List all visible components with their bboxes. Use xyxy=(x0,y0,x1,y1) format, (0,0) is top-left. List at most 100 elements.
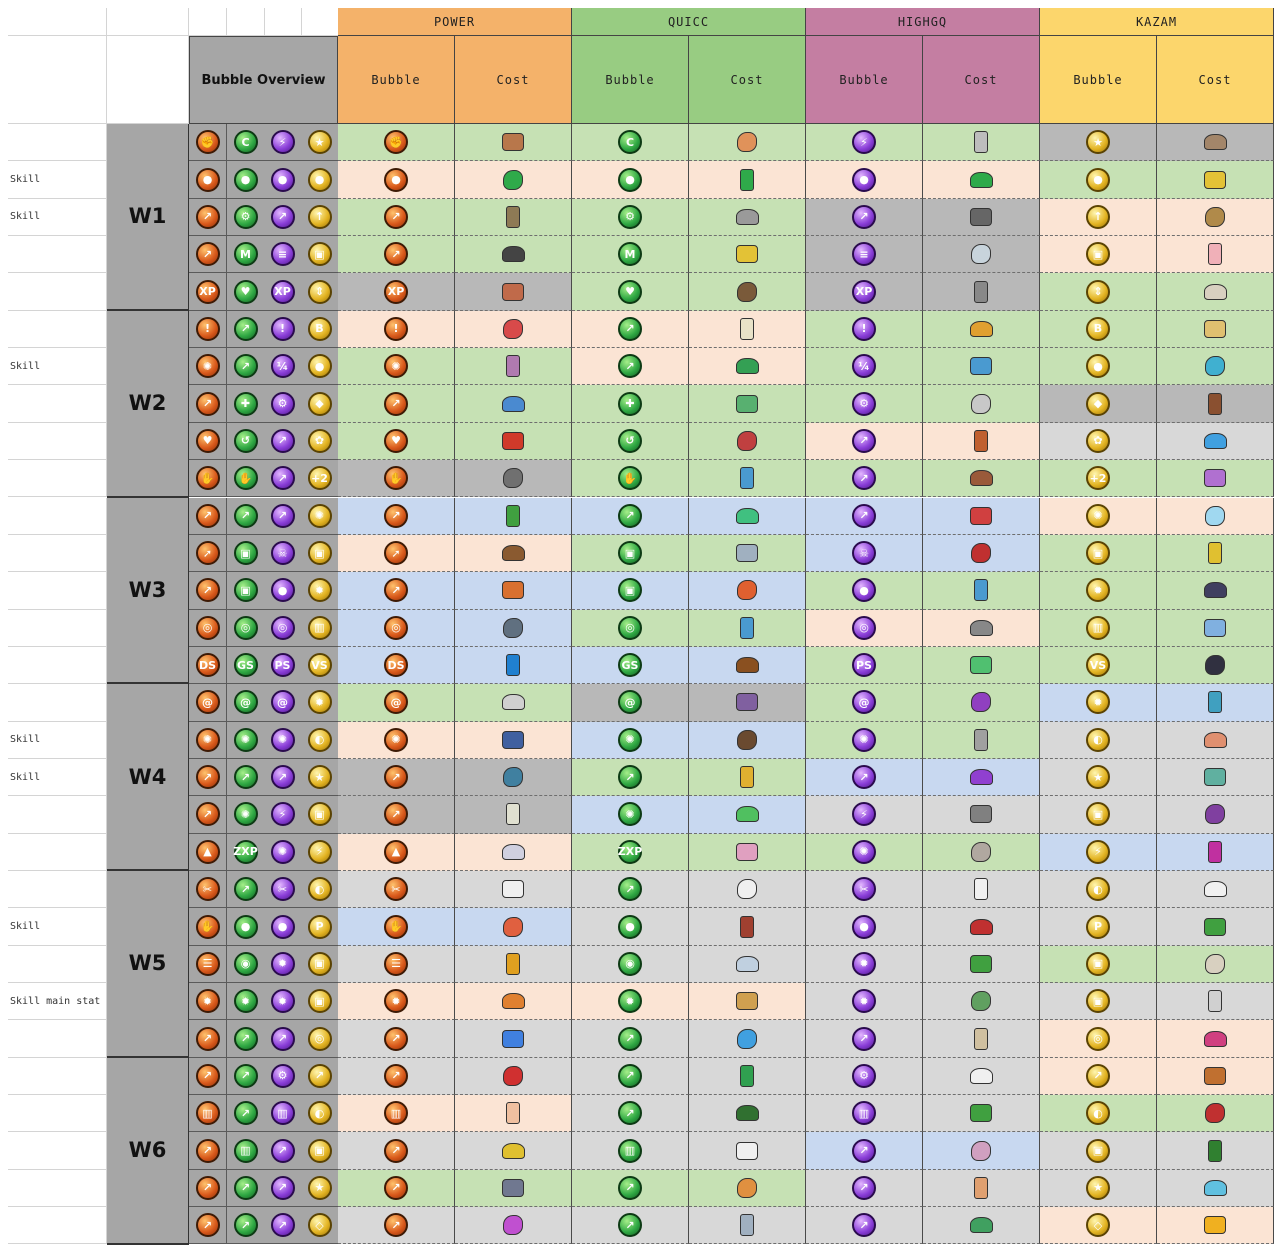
red-cone-icon xyxy=(970,506,992,525)
row-tag[interactable] xyxy=(8,422,107,461)
bubble-icon: @ xyxy=(384,690,408,715)
bubble-icon: ↗ xyxy=(233,765,258,790)
bubble-cell: ◇ xyxy=(1040,1207,1157,1245)
blank-cell[interactable] xyxy=(107,8,189,36)
bubble-icon: ● xyxy=(233,914,258,939)
row-tag[interactable] xyxy=(8,124,107,162)
bubble-cell: ◎ xyxy=(338,609,455,647)
bubble-column-header: Bubble xyxy=(572,36,689,124)
bubble-icon: P xyxy=(1086,914,1110,939)
cost-cell xyxy=(455,684,572,722)
bubble-icon: ◎ xyxy=(233,615,258,640)
bubble-icon: ● xyxy=(195,167,220,192)
row-tag[interactable]: Skill xyxy=(8,908,107,946)
bubble-icon: @ xyxy=(270,690,295,715)
row-tag[interactable] xyxy=(8,796,107,834)
overview-cell: ✂ xyxy=(189,871,227,909)
bubble-cell: ↗ xyxy=(806,422,923,461)
row-tag[interactable] xyxy=(8,1207,107,1245)
blank-cell[interactable] xyxy=(227,8,265,36)
row-tag[interactable] xyxy=(8,684,107,722)
row-tag[interactable]: Skill xyxy=(8,161,107,199)
blank-cell[interactable] xyxy=(301,8,339,36)
bubble-icon: ♥ xyxy=(384,428,408,453)
blank-cell[interactable] xyxy=(8,36,107,124)
bubble-cell: B xyxy=(1040,310,1157,349)
bubble-icon: ↗ xyxy=(270,1213,295,1238)
bubble-icon: ☰ xyxy=(384,951,408,976)
cost-cell xyxy=(455,198,572,237)
row-tag[interactable] xyxy=(8,1020,107,1058)
bubble-icon: ♥ xyxy=(618,279,642,304)
row-tag[interactable] xyxy=(8,236,107,274)
cost-cell xyxy=(1157,497,1274,535)
bubble-cell: ↗ xyxy=(806,758,923,797)
cost-cell xyxy=(689,721,806,759)
cost-cell xyxy=(923,273,1040,311)
row-tag[interactable] xyxy=(8,273,107,311)
bubble-cell: ! xyxy=(806,310,923,349)
bubble-icon: ◇ xyxy=(1086,1213,1110,1238)
cost-cell xyxy=(923,758,1040,797)
overview-cell: ↗ xyxy=(189,758,227,797)
green-ghost-icon xyxy=(970,656,992,675)
blank-cell[interactable] xyxy=(8,8,107,36)
row-tag[interactable]: Skill xyxy=(8,721,107,759)
row-tag[interactable] xyxy=(8,1057,107,1096)
row-tag[interactable] xyxy=(8,497,107,535)
cost-cell xyxy=(1157,161,1274,199)
row-tag[interactable] xyxy=(8,833,107,871)
bubble-icon: ✂ xyxy=(270,877,295,902)
cost-cell xyxy=(1157,684,1274,722)
bubble-cell: ✂ xyxy=(806,871,923,909)
bubble-icon: ⚡ xyxy=(852,802,876,827)
row-tag[interactable] xyxy=(8,1169,107,1208)
bubble-icon: ✺ xyxy=(270,839,295,864)
row-tag[interactable] xyxy=(8,871,107,909)
flower-icon xyxy=(970,357,992,376)
ladybug-icon xyxy=(1205,1103,1225,1124)
overview-cell: ↗ xyxy=(264,758,302,797)
blank-cell[interactable] xyxy=(264,8,302,36)
row-tag[interactable] xyxy=(8,945,107,984)
row-tag[interactable] xyxy=(8,1132,107,1170)
row-tag[interactable] xyxy=(8,310,107,349)
bubble-icon: ★ xyxy=(307,130,332,155)
cake-icon xyxy=(1208,243,1222,266)
green-slime-icon xyxy=(503,169,523,190)
bubble-cell: ▣ xyxy=(1040,1132,1157,1170)
row-tag[interactable]: Skill main stat xyxy=(8,983,107,1021)
row-tag[interactable] xyxy=(8,385,107,423)
row-tag[interactable] xyxy=(8,609,107,647)
square-chain-icon xyxy=(1203,881,1227,898)
row-tag[interactable]: Skill xyxy=(8,348,107,386)
row-tag[interactable] xyxy=(8,460,107,498)
overview-cell: ↗ xyxy=(189,1169,227,1208)
cost-cell xyxy=(455,1095,572,1133)
row-tag[interactable] xyxy=(8,534,107,573)
bubble-icon: ✺ xyxy=(384,354,408,379)
overview-cell: ▣ xyxy=(301,534,339,573)
row-tag[interactable] xyxy=(8,1095,107,1133)
overview-cell: GS xyxy=(227,646,265,685)
red-bird-icon xyxy=(969,918,993,935)
steak-icon xyxy=(974,429,988,452)
overview-cell: ⚙ xyxy=(227,198,265,237)
bubble-icon: ✹ xyxy=(195,989,220,1014)
bubble-cell: ⚡ xyxy=(806,124,923,162)
blank-cell[interactable] xyxy=(189,8,227,36)
blank-cell[interactable] xyxy=(107,36,189,124)
bubble-icon: ZXP xyxy=(233,839,258,864)
bubble-overview-title: Bubble Overview xyxy=(189,36,338,124)
bubble-cell: ● xyxy=(806,908,923,946)
bubble-icon: ↗ xyxy=(233,1101,258,1126)
row-tag[interactable]: Skill xyxy=(8,198,107,237)
gold-blob-icon xyxy=(1204,1216,1226,1235)
row-tag[interactable] xyxy=(8,572,107,610)
green-helmet-icon xyxy=(971,991,991,1012)
overview-cell: ✺ xyxy=(189,721,227,759)
row-tag[interactable]: Skill xyxy=(8,758,107,797)
row-tag[interactable] xyxy=(8,646,107,685)
bubble-cell: @ xyxy=(572,684,689,722)
overview-cell: ✚ xyxy=(227,385,265,423)
